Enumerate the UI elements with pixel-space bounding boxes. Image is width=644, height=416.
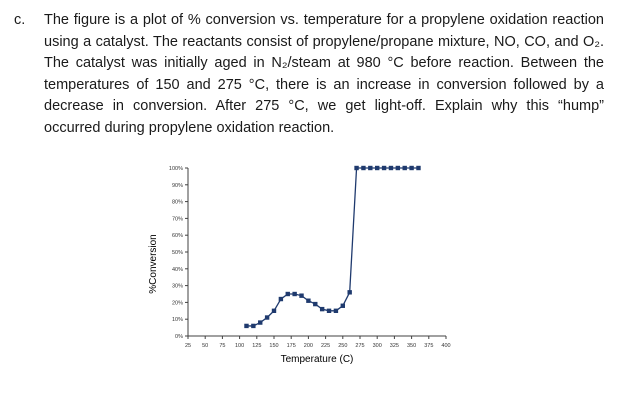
conversion-chart-svg: 0% 10% 20% 30% 40% 50% 60% 70% 80% 90% 100% 25 50 75 1… [148, 165, 451, 365]
x-tick-label: 25 [185, 343, 191, 349]
question-label: c. [14, 12, 26, 28]
x-tick-label: 400 [441, 343, 450, 349]
y-tick-label: 50% [172, 250, 183, 256]
x-tick-label: 350 [407, 343, 416, 349]
x-axis-label: Temperature (C) [281, 354, 354, 365]
data-point [361, 165, 366, 171]
x-tick-label: 175 [287, 343, 296, 349]
data-point [409, 165, 414, 171]
x-tick-label: 250 [338, 343, 347, 349]
x-tick-label: 325 [390, 343, 399, 349]
data-point [264, 315, 270, 320]
chart: 0% 10% 20% 30% 40% 50% 60% 70% 80% 90% 100% 25 50 75 1… [130, 150, 470, 380]
y-tick-label: 60% [172, 233, 183, 239]
x-tick-label: 125 [252, 343, 261, 349]
data-point [388, 165, 394, 171]
x-tick-label: 300 [373, 343, 382, 349]
data-point [251, 323, 256, 329]
data-point [402, 165, 407, 171]
y-tick-label: 90% [172, 183, 183, 189]
question-text: The figure is a plot of % conversion vs.… [44, 12, 604, 136]
y-tick-label: 20% [172, 300, 183, 306]
y-tick-label: 80% [172, 200, 183, 206]
data-point [306, 298, 311, 303]
y-tick-label: 10% [172, 317, 183, 323]
data-point [347, 290, 352, 295]
y-tick-label: 70% [172, 216, 183, 222]
data-point [381, 165, 387, 171]
data-point [319, 306, 325, 312]
data-point [340, 303, 345, 308]
x-tick-label: 150 [269, 343, 278, 349]
data-point [333, 308, 339, 313]
y-axis-label: %Conversion [148, 234, 159, 293]
data-point [326, 308, 332, 313]
y-tick-label: 40% [172, 267, 183, 273]
data-point [375, 165, 380, 171]
data-point [244, 323, 249, 329]
x-tick-label: 50 [202, 343, 208, 349]
x-tick-label: 375 [424, 343, 433, 349]
y-tick-label: 30% [172, 284, 183, 290]
data-point [285, 291, 290, 297]
data-point [299, 293, 304, 298]
data-point [313, 301, 318, 307]
x-tick-label: 225 [321, 343, 330, 349]
y-tick-label: 0% [175, 334, 183, 340]
series-line [246, 167, 419, 327]
data-point [395, 165, 401, 171]
chart-axes: 0% 10% 20% 30% 40% 50% 60% 70% 80% 90% 100% 25 50 75 1… [169, 166, 451, 349]
data-point [292, 291, 297, 297]
x-tick-label: 100 [235, 343, 244, 349]
data-point [416, 165, 421, 171]
data-point [354, 165, 359, 171]
y-tick-label: 100% [169, 166, 183, 172]
data-point [278, 296, 284, 302]
data-point [258, 320, 263, 325]
x-tick-label: 200 [304, 343, 313, 349]
x-tick-label: 75 [219, 343, 225, 349]
x-tick-label: 275 [355, 343, 364, 349]
chart-series [244, 165, 421, 329]
data-point [368, 165, 373, 171]
data-point [271, 308, 277, 313]
